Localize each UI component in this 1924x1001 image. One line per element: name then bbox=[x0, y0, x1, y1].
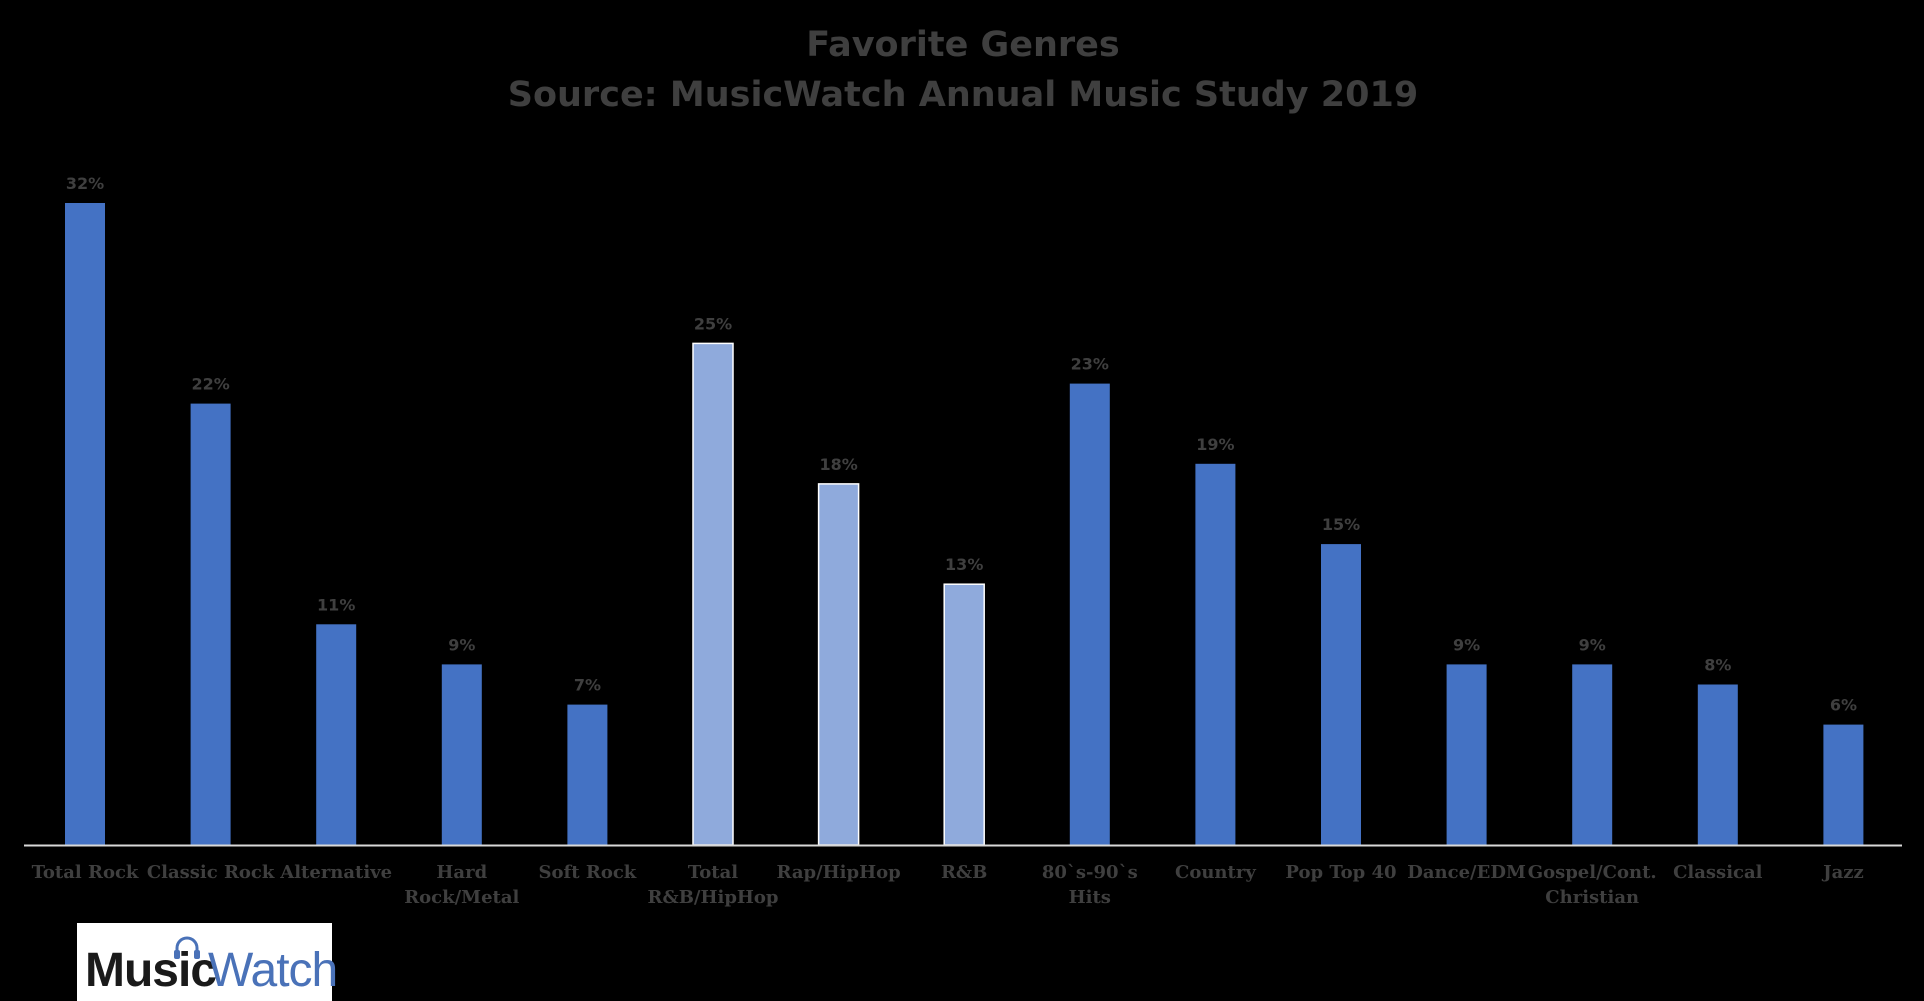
bar-13 bbox=[1697, 684, 1738, 845]
category-label-3: Hard Rock/Metal bbox=[404, 862, 519, 908]
category-label-14: Jazz bbox=[1821, 862, 1864, 883]
bar-6 bbox=[817, 483, 860, 846]
category-label-9: Country bbox=[1175, 862, 1256, 883]
data-label-10: 15% bbox=[1322, 515, 1360, 534]
category-labels-group: Total Rock Classic Rock Alternative Hard Roc… bbox=[32, 862, 1864, 908]
category-label-10: Pop Top 40 bbox=[1285, 862, 1396, 883]
data-label-9: 19% bbox=[1196, 435, 1234, 454]
data-labels-group: 32% 22% 11% 9% 7% 25% 18% 13% 23% 19% 15% 9% 9% 8% 6% bbox=[66, 174, 1857, 715]
category-label-13: Classical bbox=[1673, 862, 1763, 883]
logo-word-watch: Watch bbox=[208, 944, 338, 997]
category-label-11: Dance/EDM bbox=[1407, 862, 1526, 883]
category-label-line: Hits bbox=[1069, 887, 1111, 908]
category-label-line: Rock/Metal bbox=[404, 887, 519, 908]
bar-1 bbox=[190, 403, 231, 845]
data-label-13: 8% bbox=[1704, 656, 1731, 675]
bar-8 bbox=[1069, 383, 1110, 845]
category-label-line: Dance/EDM bbox=[1407, 862, 1526, 883]
bar-14 bbox=[1823, 724, 1864, 845]
chart-subtitle: Source: MusicWatch Annual Music Study 20… bbox=[508, 75, 1418, 115]
chart-title: Favorite Genres bbox=[806, 25, 1119, 65]
category-label-line: Total Rock bbox=[32, 862, 139, 883]
musicwatch-logo: Music Watch bbox=[77, 923, 338, 1001]
category-label-1: Classic Rock bbox=[147, 862, 275, 883]
bar-3 bbox=[441, 664, 482, 845]
data-label-1: 22% bbox=[191, 375, 229, 394]
data-label-0: 32% bbox=[66, 174, 104, 193]
data-label-12: 9% bbox=[1579, 635, 1606, 654]
category-label-0: Total Rock bbox=[32, 862, 139, 883]
category-label-12: Gospel/Cont. Christian bbox=[1528, 862, 1657, 908]
data-label-6: 18% bbox=[819, 455, 857, 474]
category-label-line: Country bbox=[1175, 862, 1256, 883]
category-label-4: Soft Rock bbox=[539, 862, 637, 883]
category-label-line: Classical bbox=[1673, 862, 1763, 883]
bar-10 bbox=[1321, 544, 1361, 845]
category-label-line: Pop Top 40 bbox=[1285, 862, 1396, 883]
category-label-line: Christian bbox=[1545, 887, 1639, 908]
data-label-3: 9% bbox=[448, 635, 475, 654]
data-label-11: 9% bbox=[1453, 635, 1480, 654]
category-label-line: R&B bbox=[941, 862, 987, 883]
bar-5 bbox=[692, 342, 734, 846]
category-label-line: 80`s-90`s bbox=[1042, 862, 1138, 883]
data-label-14: 6% bbox=[1830, 696, 1857, 715]
bar-0 bbox=[65, 203, 105, 845]
category-label-5: Total R&B/HipHop bbox=[647, 862, 778, 908]
category-label-8: 80`s-90`s Hits bbox=[1042, 862, 1138, 908]
category-label-line: Hard bbox=[436, 862, 487, 883]
headphones-icon bbox=[174, 936, 200, 959]
category-label-line: Gospel/Cont. bbox=[1528, 862, 1657, 883]
bar-2 bbox=[316, 624, 357, 845]
category-label-line: Jazz bbox=[1821, 862, 1864, 883]
bars-group bbox=[65, 203, 1864, 846]
category-label-2: Alternative bbox=[279, 862, 392, 883]
bar-4 bbox=[567, 704, 608, 845]
category-label-line: Rap/HipHop bbox=[776, 862, 900, 883]
bar-9 bbox=[1195, 463, 1236, 845]
category-label-6: Rap/HipHop bbox=[776, 862, 900, 883]
bar-11 bbox=[1446, 664, 1487, 845]
category-label-line: Alternative bbox=[279, 862, 392, 883]
category-label-7: R&B bbox=[941, 862, 987, 883]
bar-7 bbox=[943, 583, 985, 846]
category-label-line: R&B/HipHop bbox=[647, 887, 778, 908]
bar-12 bbox=[1572, 664, 1613, 845]
category-label-line: Classic Rock bbox=[147, 862, 275, 883]
data-label-7: 13% bbox=[945, 555, 983, 574]
category-label-line: Soft Rock bbox=[539, 862, 637, 883]
data-label-2: 11% bbox=[317, 595, 355, 614]
data-label-5: 25% bbox=[694, 314, 732, 333]
data-label-8: 23% bbox=[1071, 355, 1109, 374]
data-label-4: 7% bbox=[574, 676, 601, 695]
category-label-line: Total bbox=[688, 862, 738, 883]
